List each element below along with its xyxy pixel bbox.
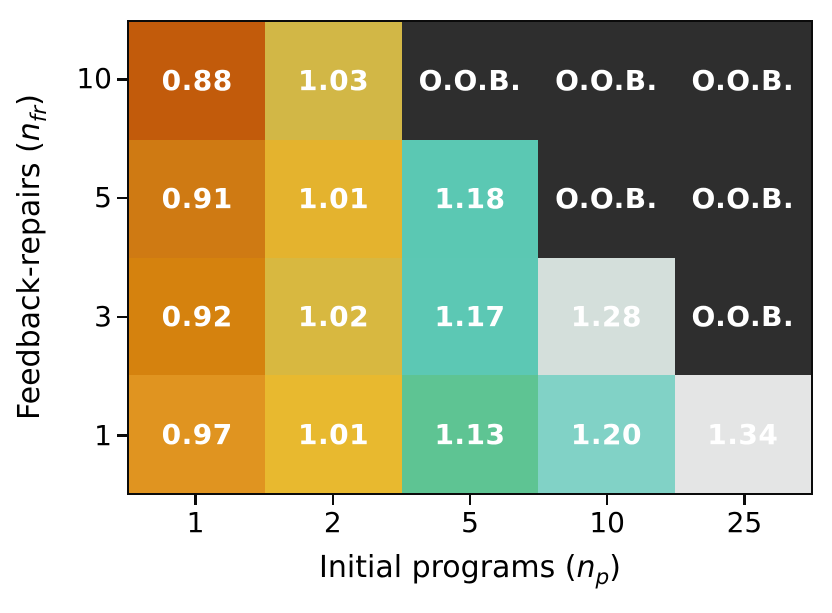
y-tick-label: 3 [94,299,112,333]
x-axis-label: Initial programs (np) [127,550,813,590]
x-tick-label: 1 [186,506,205,539]
heatmap-cell: 1.01 [265,139,402,258]
cell-value: O.O.B. [555,182,658,216]
heatmap-plot: 0.88 1.03 O.O.B. O.O.B. O.O.B. 0.91 1.01 1.18 O.… [127,20,813,495]
heatmap-cell: 0.92 [129,257,266,376]
heatmap-cell: 0.91 [129,139,266,258]
cell-value: 1.01 [298,417,370,451]
cell-value: O.O.B. [418,64,522,98]
heatmap-cell-oob: O.O.B. [538,22,675,140]
cell-value: 1.03 [298,64,370,98]
y-axis-label-suffix: ) [12,93,47,106]
heatmap-cell-oob: O.O.B. [538,139,675,258]
cell-value: O.O.B. [555,64,658,98]
cell-value: 0.92 [161,299,233,333]
heatmap-cell: 0.97 [129,375,266,493]
heatmap-cell-oob: O.O.B. [674,257,811,376]
heatmap-cell: 1.18 [401,139,539,258]
heatmap-cell: 1.17 [401,257,539,376]
y-tick-label: 5 [94,181,112,215]
cell-value: 1.28 [570,299,642,333]
x-tick-label: 25 [726,506,763,539]
cell-value: O.O.B. [691,64,795,98]
heatmap-cell-oob: O.O.B. [674,22,811,140]
heatmap-cell: 1.03 [265,22,402,140]
heatmap-cell-oob: O.O.B. [674,139,811,258]
y-tick-mark [117,196,127,200]
y-tick-mark [117,78,127,81]
cell-value: 0.88 [161,64,233,98]
cell-value: 1.17 [434,299,506,333]
y-tick-label: 10 [76,62,112,96]
heatmap-cell: 1.13 [401,375,539,493]
heatmap-cell: 1.28 [538,257,675,376]
y-tick-mark [117,434,127,437]
x-axis-label-var: n [576,550,596,585]
y-axis-label-var: n [12,122,47,142]
cell-value: 1.02 [298,299,370,333]
cell-value: 0.97 [161,417,233,451]
heatmap-cell: 1.34 [674,375,811,493]
y-tick-label: 1 [94,418,112,452]
heatmap-cell: 1.02 [265,257,402,376]
x-axis-label-suffix: ) [609,550,621,585]
heatmap-cell: 1.01 [265,375,402,493]
x-tick-mark [331,495,335,505]
heatmap-cell: 1.20 [538,375,675,493]
x-axis-label-prefix: Initial programs ( [319,550,577,585]
cell-value: 1.18 [434,182,506,216]
x-tick-label: 5 [461,506,479,539]
x-axis-label-subscript: p [595,565,610,590]
x-tick-mark [194,495,197,505]
x-tick-mark [605,495,609,505]
x-tick-label: 2 [323,506,342,539]
cell-value: 1.13 [434,417,506,451]
y-axis-label: Feedback-repairs (nfr) [12,94,52,420]
cell-value: O.O.B. [691,182,795,216]
y-tick-mark [117,315,127,319]
x-tick-mark [468,495,472,505]
x-tick-label: 10 [589,506,625,539]
heatmap-cell-oob: O.O.B. [401,22,539,140]
cell-value: 0.91 [161,182,233,216]
cell-value: O.O.B. [691,299,795,333]
cell-value: 1.34 [707,417,779,451]
cell-value: 1.01 [298,182,370,216]
x-tick-mark [743,495,746,505]
y-axis-label-subscript: fr [27,105,52,123]
heatmap-cell: 0.88 [129,22,266,140]
cell-value: 1.20 [570,417,642,451]
